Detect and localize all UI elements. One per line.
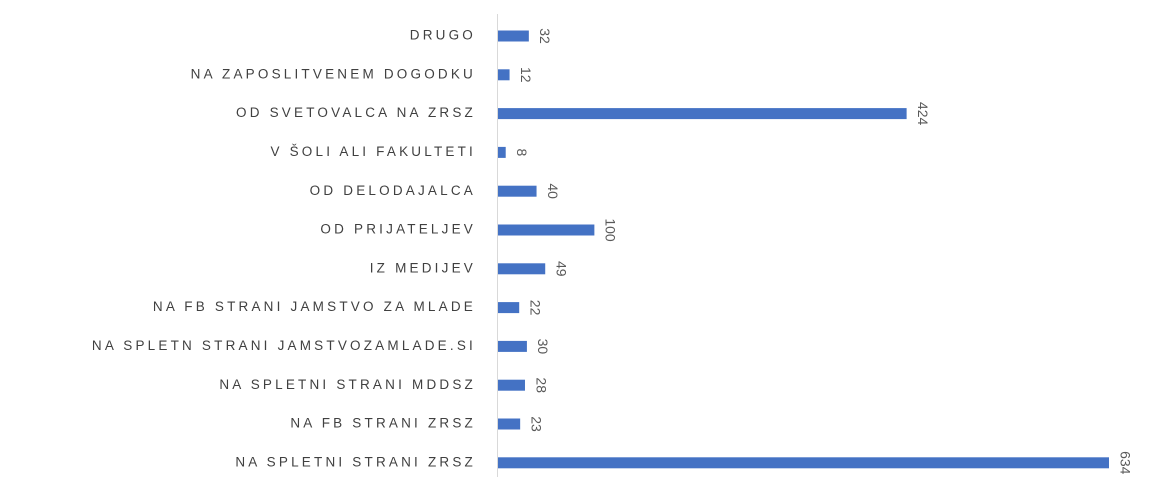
data-label: 8 — [514, 149, 530, 157]
category-label: NA SPLETNI STRANI ZRSZ — [235, 454, 476, 469]
data-label: 22 — [527, 300, 543, 316]
category-label: NA SPLETNI STRANI MDDSZ — [219, 377, 476, 392]
data-label: 28 — [533, 377, 549, 393]
bar — [498, 30, 529, 42]
category-label: DRUGO — [410, 28, 476, 43]
bar — [498, 146, 506, 158]
category-label: OD DELODAJALCA — [310, 183, 476, 198]
bar — [498, 69, 510, 81]
bar — [498, 379, 525, 391]
category-label: NA ZAPOSLITVENEM DOGODKU — [191, 66, 476, 81]
data-label: 32 — [537, 28, 553, 44]
bar — [498, 418, 521, 430]
category-label: IZ MEDIJEV — [370, 260, 476, 275]
data-label: 40 — [545, 183, 561, 199]
data-label: 424 — [915, 102, 931, 126]
category-label: NA FB STRANI JAMSTVO ZA MLADE — [153, 299, 476, 314]
data-label: 23 — [528, 416, 544, 432]
bar — [498, 263, 546, 275]
data-label: 30 — [535, 339, 551, 355]
bar — [498, 224, 595, 236]
category-label: OD PRIJATELJEV — [320, 222, 476, 237]
data-label: 49 — [554, 261, 570, 277]
category-label: OD SVETOVALCA NA ZRSZ — [236, 105, 476, 120]
bar — [498, 302, 520, 314]
bar — [498, 108, 907, 120]
bar — [498, 340, 527, 352]
data-label: 634 — [1117, 451, 1133, 475]
category-label: NA SPLETN STRANI JAMSTVOZAMLADE.SI — [92, 338, 476, 353]
category-label: NA FB STRANI ZRSZ — [290, 416, 476, 431]
bar — [498, 457, 1109, 469]
data-label: 100 — [603, 218, 619, 242]
bar — [498, 185, 537, 197]
data-label: 12 — [518, 67, 534, 83]
category-label: V ŠOLI ALI FAKULTETI — [270, 144, 476, 159]
